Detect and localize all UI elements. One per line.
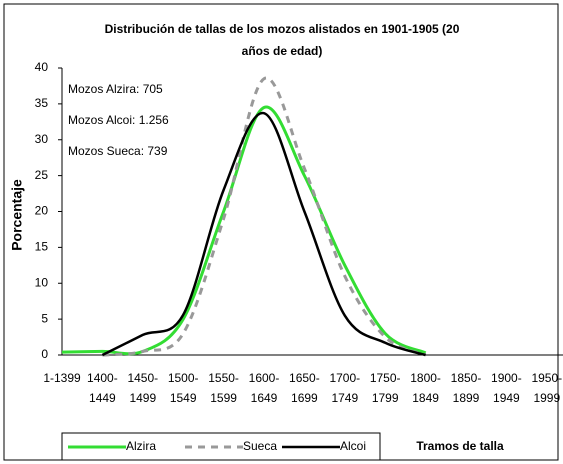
y-tick-label: 35 bbox=[35, 96, 49, 110]
annotation: Mozos Sueca: 739 bbox=[68, 144, 168, 158]
annotation: Mozos Alcoi: 1.256 bbox=[68, 113, 169, 127]
x-tick-label: 1900-1949 bbox=[491, 371, 522, 405]
y-tick-label: 25 bbox=[35, 168, 49, 182]
y-tick-label: 10 bbox=[35, 275, 49, 289]
y-tick-label: 30 bbox=[35, 132, 49, 146]
y-tick-label: 40 bbox=[35, 60, 49, 74]
chart-title-1: Distribución de tallas de los mozos alis… bbox=[105, 22, 460, 58]
legend-label: Alcoi bbox=[340, 439, 366, 453]
y-tick-label: 5 bbox=[41, 311, 48, 325]
x-tick-label: 1600-1649 bbox=[248, 371, 280, 405]
legend-label: Sueca bbox=[243, 439, 277, 453]
x-tick-label: 1700-1749 bbox=[329, 371, 361, 405]
x-tick-label: 1850-1899 bbox=[450, 371, 482, 405]
x-tick-label: 1950-1999 bbox=[531, 371, 563, 405]
y-tick-label: 20 bbox=[35, 204, 49, 218]
line-series bbox=[102, 76, 427, 357]
x-tick-label: 1500-1549 bbox=[167, 371, 199, 405]
x-axis-label: Tramos de talla bbox=[416, 439, 504, 453]
x-tick-label: 1750-1799 bbox=[369, 371, 401, 405]
y-tick-label: 15 bbox=[35, 240, 49, 254]
y-axis-label: Porcentaje bbox=[9, 179, 25, 251]
x-tick-label: 1-1399 bbox=[43, 371, 81, 385]
x-tick-label: 1800-1849 bbox=[410, 371, 441, 405]
y-tick-label: 0 bbox=[41, 347, 48, 361]
x-tick-label: 1550-1599 bbox=[208, 371, 239, 405]
legend-box bbox=[61, 432, 381, 461]
legend-label: Alzira bbox=[126, 439, 156, 453]
x-tick-label: 1400-1449 bbox=[87, 371, 118, 405]
x-tick-label: 1650-1699 bbox=[289, 371, 320, 405]
x-tick-label: 1450-1499 bbox=[127, 371, 159, 405]
line-series bbox=[101, 111, 426, 357]
annotation: Mozos Alzira: 705 bbox=[68, 82, 163, 96]
